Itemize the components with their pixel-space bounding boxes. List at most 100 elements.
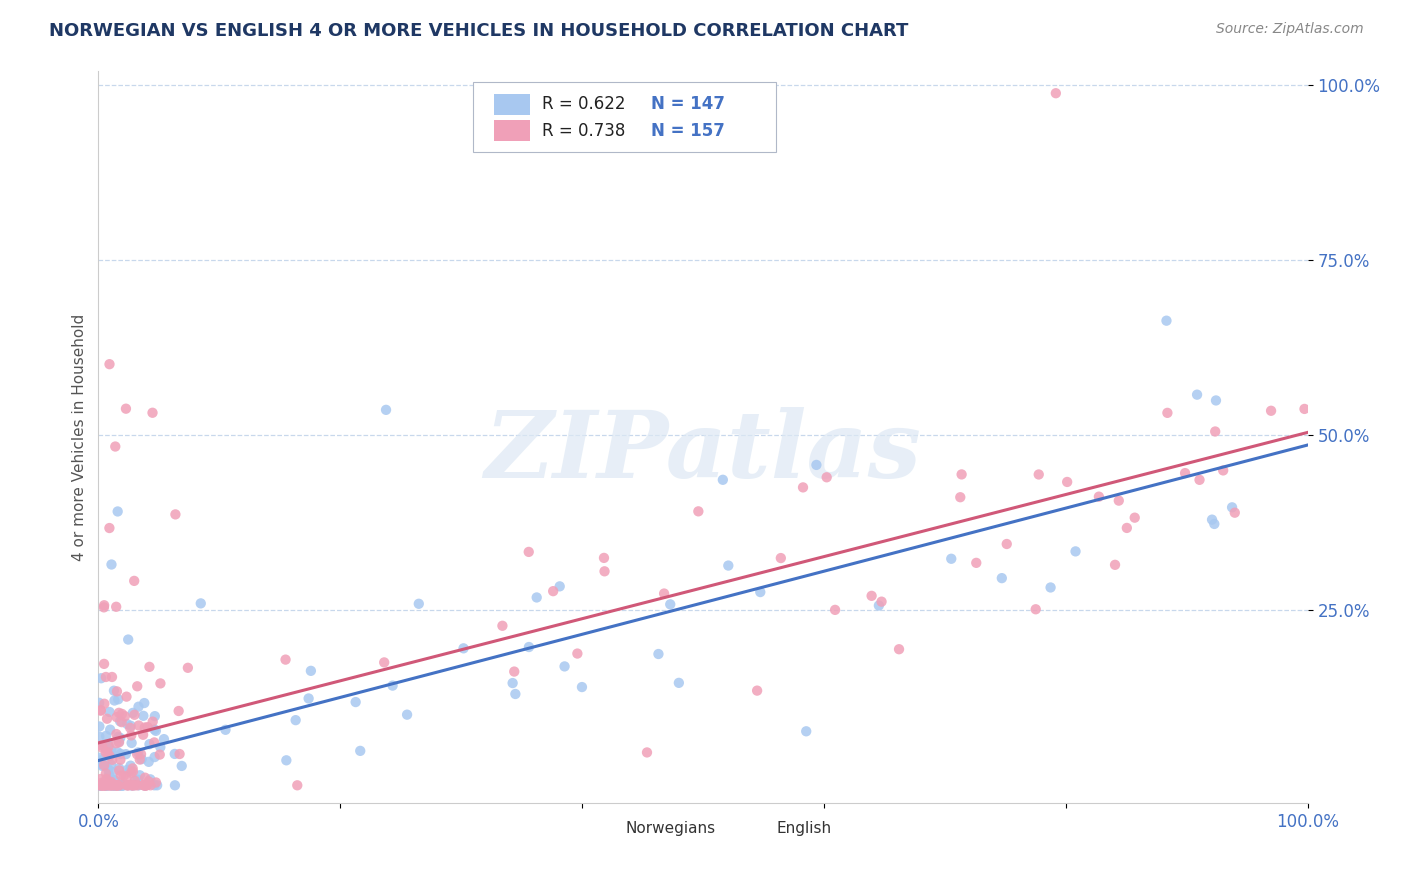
Point <box>517 545 540 559</box>
Point <box>98 723 121 737</box>
Point <box>105 736 128 750</box>
Point <box>991 571 1014 585</box>
Point <box>132 708 155 723</box>
Point <box>103 693 125 707</box>
Point <box>177 661 200 675</box>
Point <box>505 687 527 701</box>
Point <box>134 778 156 792</box>
Point <box>94 778 117 792</box>
Point <box>108 714 131 729</box>
Point <box>90 671 112 685</box>
Point <box>115 771 138 785</box>
Point <box>115 401 138 416</box>
Point <box>97 738 120 752</box>
Point <box>107 778 129 792</box>
Point <box>93 600 115 615</box>
Point <box>100 778 122 792</box>
Point <box>103 773 125 788</box>
Point <box>136 720 159 734</box>
Point <box>117 763 139 777</box>
Point <box>108 734 131 748</box>
Point <box>1156 314 1178 328</box>
Point <box>105 778 128 792</box>
Point <box>138 774 160 789</box>
Point <box>153 732 176 747</box>
Point <box>517 640 540 654</box>
Text: Norwegians: Norwegians <box>626 821 716 836</box>
Point <box>1174 466 1197 480</box>
Point <box>98 748 121 763</box>
Point <box>103 778 125 792</box>
Point <box>124 773 146 788</box>
Point <box>108 778 131 792</box>
Point <box>105 710 128 724</box>
Point <box>97 778 120 792</box>
Point <box>101 778 124 792</box>
Point <box>105 684 128 698</box>
Text: N = 147: N = 147 <box>651 95 725 113</box>
Point <box>135 778 157 792</box>
Point <box>104 778 127 792</box>
Point <box>121 761 143 775</box>
Point <box>97 739 120 754</box>
Point <box>94 778 117 792</box>
Point <box>90 703 112 717</box>
Point <box>89 778 111 792</box>
Point <box>141 406 163 420</box>
Point <box>89 778 111 792</box>
Point <box>105 727 128 741</box>
Point <box>995 537 1018 551</box>
Y-axis label: 4 or more Vehicles in Household: 4 or more Vehicles in Household <box>72 313 87 561</box>
Point <box>101 765 124 780</box>
Point <box>103 778 125 792</box>
Point <box>90 778 112 792</box>
Point <box>146 778 169 792</box>
Point <box>91 778 114 792</box>
FancyBboxPatch shape <box>595 821 621 836</box>
Point <box>96 773 118 788</box>
FancyBboxPatch shape <box>474 82 776 152</box>
Point <box>134 778 156 792</box>
Point <box>108 778 131 792</box>
Point <box>105 778 128 792</box>
Point <box>97 778 120 792</box>
Point <box>93 657 115 671</box>
Point <box>93 697 115 711</box>
Point <box>134 696 156 710</box>
Point <box>104 774 127 789</box>
Point <box>274 652 297 666</box>
Point <box>127 679 149 693</box>
Point <box>108 778 131 792</box>
Point <box>94 766 117 780</box>
Text: R = 0.622: R = 0.622 <box>543 95 626 113</box>
Point <box>1188 473 1211 487</box>
Point <box>115 778 138 792</box>
Point <box>100 778 122 792</box>
Point <box>860 589 883 603</box>
Point <box>554 659 576 673</box>
Point <box>110 747 132 761</box>
Point <box>111 778 134 792</box>
Point <box>105 599 128 614</box>
Point <box>104 440 127 454</box>
Point <box>103 683 125 698</box>
Point <box>491 619 513 633</box>
Point <box>1108 493 1130 508</box>
Point <box>120 728 142 742</box>
Point <box>571 680 593 694</box>
Point <box>128 753 150 767</box>
Point <box>108 778 131 792</box>
Point <box>1201 513 1223 527</box>
Point <box>548 579 571 593</box>
Point <box>100 757 122 772</box>
Point <box>541 584 564 599</box>
Point <box>134 721 156 735</box>
Point <box>120 778 142 792</box>
Point <box>149 676 172 690</box>
Point <box>108 731 131 745</box>
Point <box>1104 558 1126 572</box>
Point <box>111 715 134 730</box>
Point <box>90 776 112 790</box>
Text: Source: ZipAtlas.com: Source: ZipAtlas.com <box>1216 22 1364 37</box>
Point <box>114 709 136 723</box>
